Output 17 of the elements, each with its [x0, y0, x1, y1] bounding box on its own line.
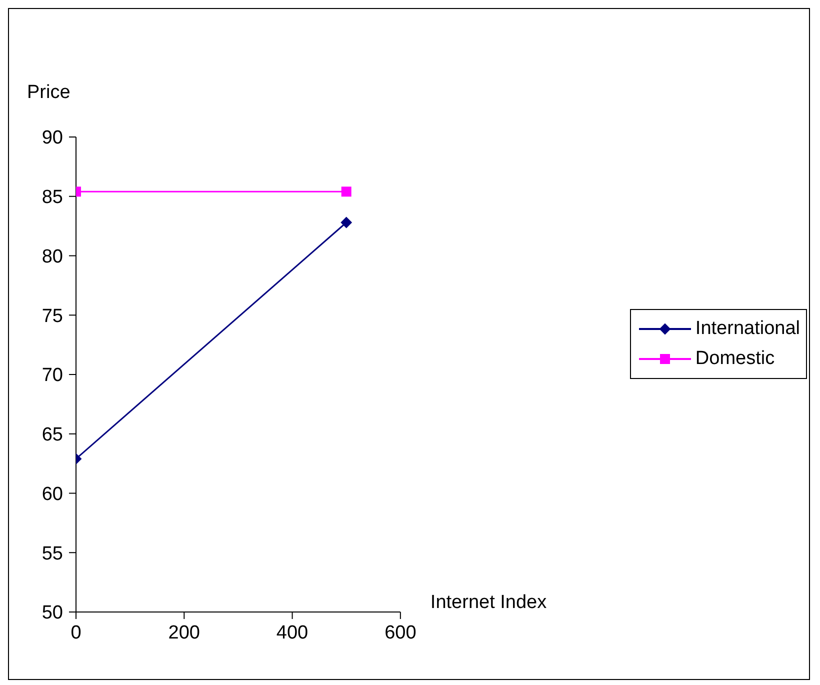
y-tick-label: 65: [42, 424, 63, 446]
y-tick-label: 70: [42, 365, 63, 386]
y-tick-label: 85: [42, 187, 63, 208]
x-tick-label: 400: [276, 622, 308, 644]
y-axis-title: Price: [27, 82, 70, 104]
legend-label: Domestic: [695, 348, 775, 370]
y-tick-label: 55: [42, 543, 63, 564]
y-tick-label: 50: [42, 602, 63, 624]
y-tick-label: 75: [42, 306, 63, 327]
legend-label: International: [695, 318, 800, 340]
y-tick-label: 60: [42, 484, 63, 505]
y-tick-label: 90: [42, 128, 63, 149]
x-tick-label: 200: [168, 622, 200, 644]
x-tick-label: 600: [384, 622, 416, 644]
x-tick-label: 0: [70, 622, 82, 644]
y-tick-label: 80: [42, 246, 63, 268]
x-axis-title: Internet Index: [430, 592, 548, 613]
